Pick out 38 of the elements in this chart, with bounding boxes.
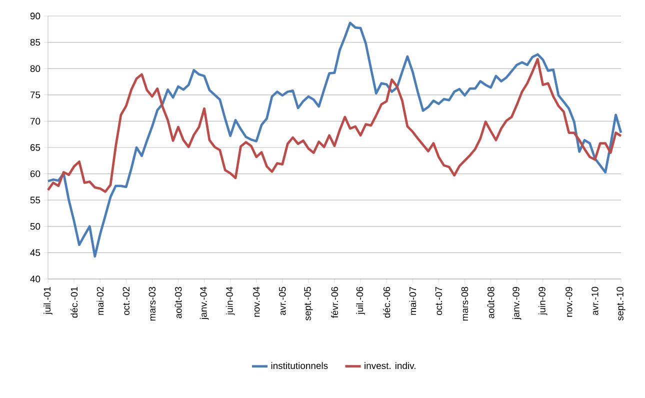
x-tick-label: déc.-06 bbox=[383, 286, 390, 318]
x-tick-label: mars-08 bbox=[461, 286, 468, 321]
x-tick-label: juil.-01 bbox=[44, 286, 52, 315]
x-tick-label: sept.-05 bbox=[304, 286, 313, 320]
y-tick-label: 90 bbox=[30, 12, 40, 20]
x-tick-label: avr.-05 bbox=[279, 286, 286, 316]
x-tick-label: sept.-10 bbox=[616, 286, 626, 320]
x-tick-label: juin-04 bbox=[226, 286, 235, 316]
x-tick-label: mars-03 bbox=[148, 286, 156, 321]
y-tick-label: 40 bbox=[30, 276, 40, 282]
legend-label: invest. indiv. bbox=[364, 362, 416, 370]
y-tick-label: 65 bbox=[30, 144, 40, 151]
y-tick-label: 75 bbox=[30, 92, 40, 98]
x-tick-label: oct.-02 bbox=[122, 286, 130, 316]
x-tick-label: janv.-09 bbox=[512, 286, 522, 320]
y-tick-label: 60 bbox=[30, 170, 40, 178]
x-tick-label: févr.-06 bbox=[330, 286, 338, 318]
x-tick-label: juin-09 bbox=[538, 286, 548, 316]
x-tick-label: oct.-07 bbox=[435, 286, 442, 316]
x-tick-label: août-08 bbox=[487, 286, 494, 318]
x-tick-label: juil.-06 bbox=[356, 286, 365, 315]
y-tick-label: 55 bbox=[30, 196, 40, 204]
y-tick-label: 70 bbox=[30, 118, 40, 125]
y-tick-label: 85 bbox=[30, 38, 40, 46]
x-tick-label: janv.-04 bbox=[200, 286, 209, 320]
x-tick-label: août-03 bbox=[174, 286, 182, 318]
line-series bbox=[46, 22, 622, 258]
legend-label: institutionnels bbox=[271, 362, 328, 370]
x-tick-label: nov.-09 bbox=[566, 286, 572, 317]
y-tick-label: 50 bbox=[30, 223, 40, 230]
line-series bbox=[46, 58, 622, 193]
y-tick-label: 45 bbox=[30, 249, 40, 256]
x-tick-label: déc.-01 bbox=[70, 286, 78, 318]
x-tick-label: mai-07 bbox=[409, 286, 416, 315]
y-tick-label: 80 bbox=[30, 65, 40, 72]
x-tick-label: avr.-10 bbox=[592, 286, 598, 316]
x-tick-label: nov.-04 bbox=[253, 286, 260, 317]
x-tick-label: mai-02 bbox=[96, 286, 104, 315]
